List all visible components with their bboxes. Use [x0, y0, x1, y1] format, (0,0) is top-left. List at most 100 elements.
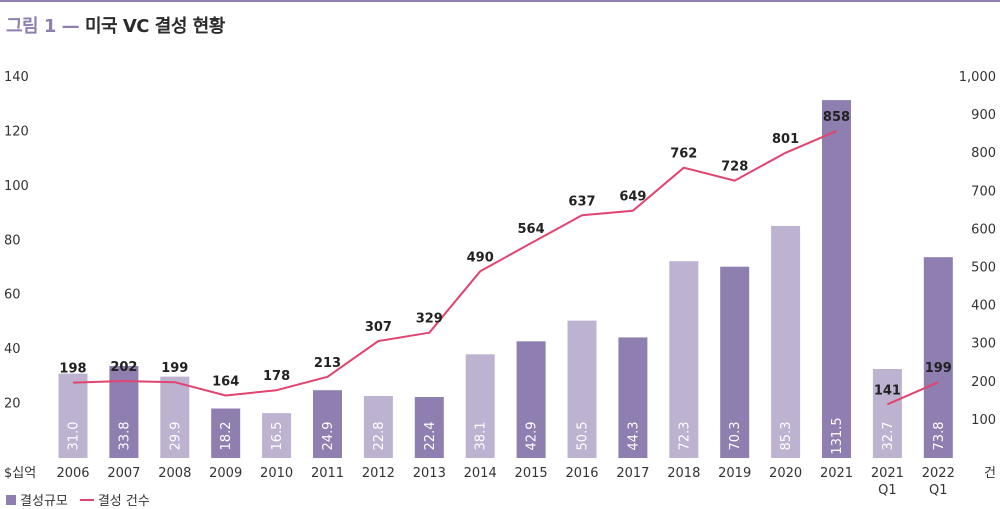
line-value-label-16: 141: [874, 383, 901, 398]
bar-12: [669, 261, 699, 458]
x-tick-16-line2: Q1: [878, 483, 897, 498]
bar-value-label-17: 73.8: [932, 422, 947, 451]
y-left-tick-4: 100: [4, 179, 29, 194]
line-value-label-11: 649: [619, 190, 646, 205]
x-tick-0: 2006: [56, 466, 89, 481]
legend: 결성규모 결성 건수: [6, 490, 150, 509]
y-right-unit: 건: [984, 466, 996, 481]
line-value-label-4: 178: [263, 369, 290, 384]
bar-16: [872, 369, 902, 458]
line-value-label-13: 728: [721, 160, 748, 175]
bar-8: [465, 354, 495, 458]
bar-value-label-3: 18.2: [219, 422, 234, 451]
legend-bar-swatch: [6, 494, 16, 505]
bar-4: [262, 413, 292, 458]
x-tick-17: 2022: [922, 466, 955, 481]
bar-value-label-15: 131.5: [830, 417, 845, 454]
bar-3: [211, 408, 241, 458]
y-right-tick-5: 600: [971, 222, 996, 237]
line-value-label-10: 637: [568, 194, 595, 209]
bar-7: [414, 397, 444, 458]
bar-value-label-4: 16.5: [270, 422, 285, 451]
y-right-tick-6: 700: [971, 184, 996, 199]
bar-14: [771, 225, 801, 458]
bar-value-label-16: 32.7: [881, 422, 896, 451]
bar-value-label-5: 24.9: [321, 422, 336, 451]
legend-line-label: 결성 건수: [97, 494, 150, 509]
y-left-tick-6: 140: [4, 70, 29, 85]
y-left-unit: $십억: [4, 466, 36, 481]
line-value-label-5: 213: [314, 356, 341, 371]
x-tick-10: 2016: [565, 466, 598, 481]
bar-value-label-14: 85.3: [779, 422, 794, 451]
y-right-tick-4: 500: [971, 261, 996, 276]
bar-13: [720, 266, 750, 458]
bar-9: [516, 341, 546, 458]
x-tick-7: 2013: [413, 466, 446, 481]
x-tick-1: 2007: [107, 466, 140, 481]
bar-value-label-6: 22.8: [372, 422, 387, 451]
y-left-tick-2: 60: [4, 288, 21, 303]
bar-11: [618, 337, 648, 458]
line-value-label-0: 198: [59, 362, 86, 377]
x-tick-11: 2017: [616, 466, 649, 481]
bar-value-label-12: 72.3: [677, 422, 692, 451]
bar-17: [923, 257, 953, 458]
bar-6: [363, 396, 393, 458]
line-segment-0: [72, 130, 837, 397]
line-value-label-1: 202: [110, 360, 137, 375]
bar-5: [313, 390, 342, 458]
y-right-tick-7: 800: [971, 146, 996, 161]
x-tick-13: 2019: [718, 466, 751, 481]
y-right-tick-9: 1,000: [959, 70, 996, 85]
y-right-tick-1: 200: [971, 375, 996, 390]
x-tick-6: 2012: [362, 466, 395, 481]
y-left-tick-5: 120: [4, 124, 29, 139]
legend-line-swatch: [79, 498, 94, 501]
line-segment-1: [887, 381, 939, 406]
bar-value-label-13: 70.3: [728, 422, 743, 451]
x-tick-4: 2010: [260, 466, 293, 481]
bar-10: [567, 320, 597, 458]
bar-value-label-2: 29.9: [168, 422, 183, 451]
bar-15: [822, 100, 851, 458]
bar-value-label-0: 31.0: [67, 422, 82, 451]
line-value-label-2: 199: [161, 361, 188, 376]
y-right-tick-8: 900: [971, 108, 996, 123]
line-value-label-12: 762: [670, 147, 697, 162]
x-tick-3: 2009: [209, 466, 242, 481]
bar-value-label-1: 33.8: [117, 422, 132, 451]
y-left-tick-0: 20: [4, 397, 21, 412]
line-value-label-9: 564: [518, 222, 545, 237]
x-tick-14: 2020: [769, 466, 802, 481]
bar-2: [160, 376, 190, 458]
top-rule: [0, 0, 1000, 2]
line-value-label-8: 490: [467, 250, 494, 265]
x-tick-17-line2: Q1: [929, 483, 948, 498]
x-tick-12: 2018: [667, 466, 700, 481]
bar-value-label-11: 44.3: [626, 422, 641, 451]
x-tick-9: 2015: [515, 466, 548, 481]
bar-0: [58, 373, 88, 458]
bar-value-label-8: 38.1: [474, 422, 489, 451]
figure-number: 그림 1 —: [6, 16, 80, 37]
x-tick-16: 2021: [871, 466, 904, 481]
figure-title: 미국 VC 결성 현황: [84, 16, 225, 37]
line-value-label-17: 199: [925, 361, 952, 376]
x-tick-2: 2008: [158, 466, 191, 481]
line-value-label-6: 307: [365, 320, 392, 335]
line-value-label-15: 858: [823, 110, 850, 125]
y-left-tick-1: 40: [4, 342, 21, 357]
y-right-tick-0: 100: [971, 413, 996, 428]
bar-value-label-7: 22.4: [423, 422, 438, 451]
y-left-tick-3: 80: [4, 233, 21, 248]
x-tick-15: 2021: [820, 466, 853, 481]
x-tick-8: 2014: [464, 466, 497, 481]
line-value-label-14: 801: [772, 132, 799, 147]
bar-value-label-10: 50.5: [576, 422, 591, 451]
line-value-label-3: 164: [212, 375, 239, 390]
y-right-tick-2: 300: [971, 337, 996, 352]
y-right-tick-3: 400: [971, 299, 996, 314]
line-value-label-7: 329: [416, 312, 443, 327]
